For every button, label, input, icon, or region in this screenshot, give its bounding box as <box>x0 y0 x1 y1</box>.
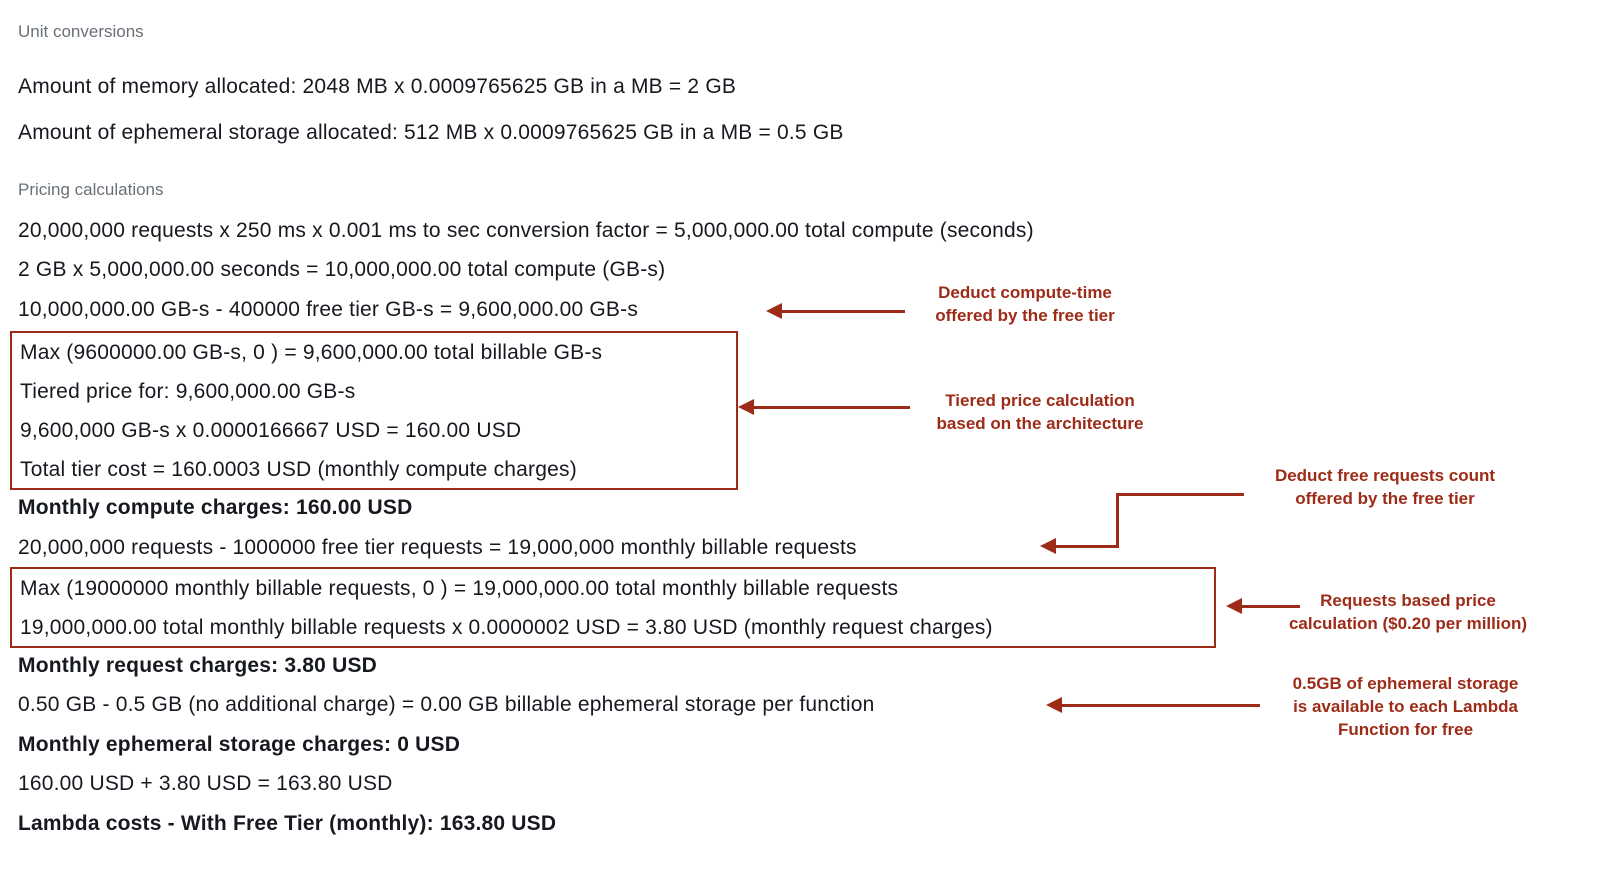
requests-free-tier-arrow-top-line <box>1116 493 1244 496</box>
total-compute-gbs-line: 2 GB x 5,000,000.00 seconds = 10,000,000… <box>18 258 666 281</box>
unit-conversions-heading: Unit conversions <box>18 22 144 41</box>
requests-price-arrow-icon <box>1226 598 1242 614</box>
monthly-ephemeral-charges-line: Monthly ephemeral storage charges: 0 USD <box>18 733 461 756</box>
requests-free-tier-arrow-icon <box>1040 538 1056 554</box>
requests-price-annotation: Requests based price calculation ($0.20 … <box>1288 591 1528 633</box>
ephemeral-storage-calc-line: 0.50 GB - 0.5 GB (no additional charge) … <box>18 693 875 716</box>
tiered-price-arrow-line <box>752 406 910 409</box>
tiered-price-box: Max (9600000.00 GB-s, 0 ) = 9,600,000.00… <box>10 331 738 490</box>
max-billable-gbs-line: Max (9600000.00 GB-s, 0 ) = 9,600,000.00… <box>20 341 603 365</box>
total-sum-line: 160.00 USD + 3.80 USD = 163.80 USD <box>18 772 393 795</box>
requests-free-tier-arrow-line <box>1054 545 1119 548</box>
tiered-price-arrow-icon <box>738 399 754 415</box>
ephemeral-allocated-line: Amount of ephemeral storage allocated: 5… <box>18 121 844 144</box>
gbs-rate-line: 9,600,000 GB-s x 0.0000166667 USD = 160.… <box>20 418 522 442</box>
compute-free-tier-annotation: Deduct compute-time offered by the free … <box>935 283 1115 325</box>
tiered-price-for-line: Tiered price for: 9,600,000.00 GB-s <box>20 380 356 404</box>
ephemeral-free-arrow-icon <box>1046 697 1062 713</box>
compute-free-tier-arrow-line <box>780 310 905 313</box>
monthly-request-charges-line: Monthly request charges: 3.80 USD <box>18 654 378 677</box>
pricing-calculations-heading: Pricing calculations <box>18 180 164 199</box>
total-tier-cost-line: Total tier cost = 160.0003 USD (monthly … <box>20 457 577 481</box>
lambda-total-cost-line: Lambda costs - With Free Tier (monthly):… <box>18 812 557 835</box>
tiered-price-annotation: Tiered price calculation based on the ar… <box>936 391 1144 433</box>
total-compute-seconds-line: 20,000,000 requests x 250 ms x 0.001 ms … <box>18 219 1034 242</box>
requests-free-tier-annotation: Deduct free requests count offered by th… <box>1274 466 1496 508</box>
compute-free-tier-arrow-icon <box>766 303 782 319</box>
max-billable-requests-line: Max (19000000 monthly billable requests,… <box>20 577 899 601</box>
ephemeral-free-annotation: 0.5GB of ephemeral storage is available … <box>1292 674 1519 739</box>
ephemeral-free-arrow-line <box>1060 704 1260 707</box>
requests-free-tier-arrow-vertical-line <box>1116 493 1119 548</box>
requests-rate-line: 19,000,000.00 total monthly billable req… <box>20 616 993 640</box>
requests-price-arrow-line <box>1240 605 1300 608</box>
billable-requests-line: 20,000,000 requests - 1000000 free tier … <box>18 536 857 559</box>
monthly-compute-charges-line: Monthly compute charges: 160.00 USD <box>18 496 413 519</box>
free-tier-gbs-deduction-line: 10,000,000.00 GB-s - 400000 free tier GB… <box>18 298 639 321</box>
memory-allocated-line: Amount of memory allocated: 2048 MB x 0.… <box>18 75 737 98</box>
requests-price-box: Max (19000000 monthly billable requests,… <box>10 567 1216 648</box>
